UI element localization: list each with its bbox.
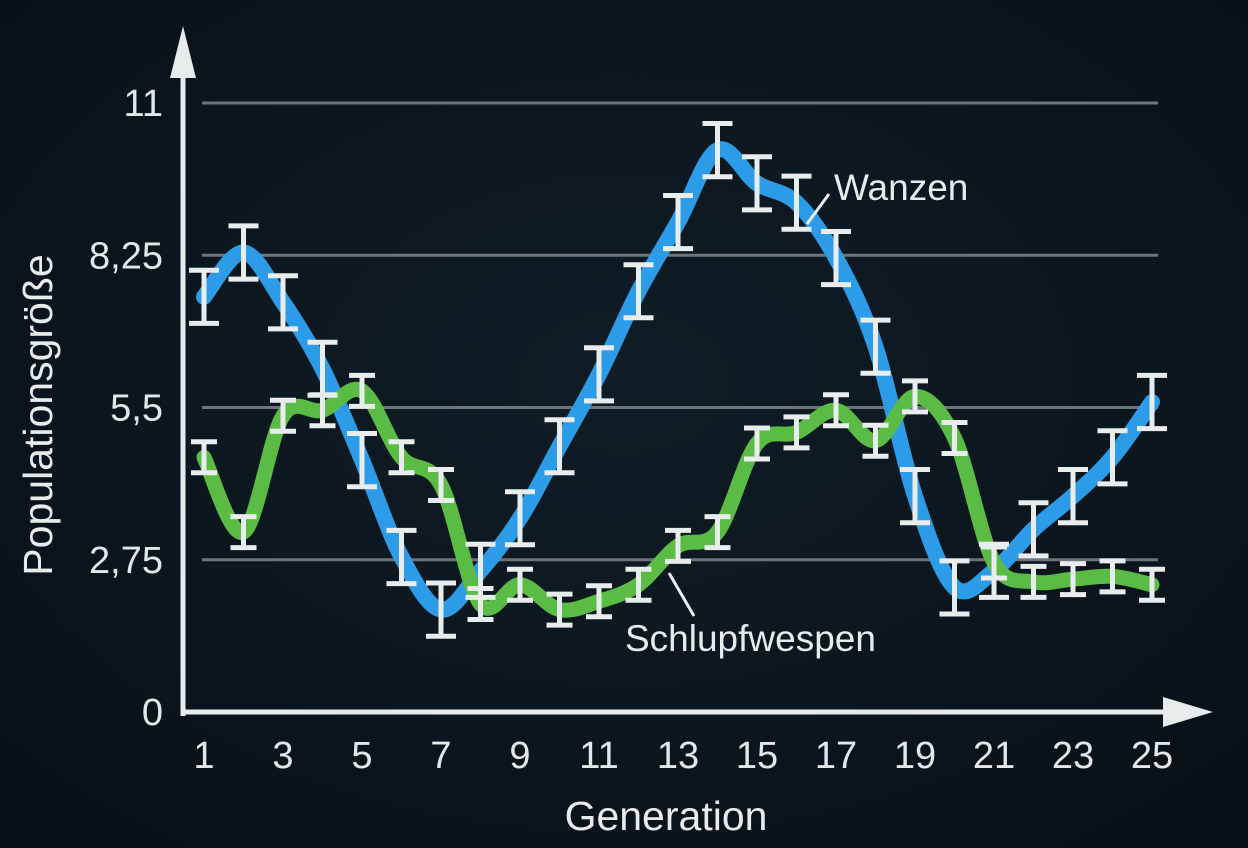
axes: [170, 26, 1213, 727]
x-tick-label-23: 23: [1052, 735, 1094, 777]
x-tick-label-11: 11: [579, 735, 618, 777]
error-bar: [1060, 561, 1086, 598]
error-bar: [546, 591, 573, 628]
error-bar: [860, 317, 891, 376]
error-bar: [505, 489, 535, 548]
error-bar: [347, 431, 377, 490]
error-bar: [1020, 563, 1047, 600]
error-bar: [544, 417, 575, 476]
error-bar: [939, 558, 970, 617]
error-bar: [663, 193, 693, 252]
x-tick-label-9: 9: [509, 735, 530, 777]
error-bar: [1058, 467, 1088, 526]
error-bar: [900, 467, 930, 526]
error-bar: [902, 378, 928, 415]
wanzen-error-bars: [189, 121, 1167, 639]
error-bar: [665, 527, 691, 564]
error-bar: [1099, 558, 1126, 595]
error-bars: [189, 121, 1167, 639]
error-bar: [189, 267, 219, 326]
y-tick-label-5,5: 5,5: [110, 388, 163, 430]
error-bar: [823, 392, 849, 429]
x-tick-label-3: 3: [272, 735, 293, 777]
error-bar: [1018, 500, 1049, 559]
x-tick-label-19: 19: [894, 735, 936, 777]
y-axis-arrowhead: [170, 26, 196, 78]
x-tick-label-13: 13: [657, 735, 699, 777]
x-tick-label-25: 25: [1131, 735, 1173, 777]
x-axis-arrowhead: [1163, 697, 1213, 727]
error-bar: [781, 173, 812, 232]
error-bar: [228, 223, 259, 282]
schlupfwespen-label: Schlupfwespen: [625, 618, 876, 659]
error-bar: [704, 514, 731, 551]
error-bar: [191, 439, 217, 476]
error-bar: [1139, 566, 1165, 603]
wanzen-label: Wanzen: [834, 167, 968, 208]
series-annotations: Wanzen Schlupfwespen: [625, 167, 968, 659]
x-tick-label-21: 21: [973, 735, 1015, 777]
error-bar: [426, 580, 456, 639]
schlupfwespen-leader-line: [667, 572, 696, 617]
error-bar: [625, 566, 652, 603]
error-bar: [1097, 428, 1128, 487]
error-bar: [349, 372, 375, 409]
error-bar: [270, 397, 296, 434]
error-bar: [981, 544, 1007, 581]
error-bar: [428, 467, 454, 503]
error-bar: [742, 154, 772, 213]
error-bar: [467, 586, 494, 622]
error-bar: [783, 414, 810, 451]
y-tick-label-2,75: 2,75: [89, 540, 163, 582]
error-bar: [586, 583, 612, 620]
error-bar: [862, 422, 889, 459]
error-bar: [623, 262, 654, 321]
error-bar: [584, 345, 614, 404]
wanzen-leader-line: [805, 193, 831, 225]
error-bar: [309, 392, 336, 429]
x-tick-label-17: 17: [815, 735, 857, 777]
y-tick-label-0: 0: [142, 692, 163, 734]
y-axis-title: Populationsgröße: [15, 254, 61, 575]
y-tick-label-8,25: 8,25: [89, 235, 163, 277]
x-tick-label-7: 7: [430, 735, 451, 777]
error-bar: [744, 425, 770, 462]
x-axis-title: Generation: [565, 793, 768, 839]
error-bar: [702, 121, 733, 180]
error-bar: [1137, 372, 1167, 432]
error-bar: [388, 439, 415, 476]
x-tick-label-15: 15: [736, 735, 778, 777]
error-bar: [507, 566, 533, 603]
error-bar: [268, 273, 298, 332]
error-bar: [821, 229, 851, 288]
y-tick-label-11: 11: [124, 83, 163, 125]
error-bar: [386, 527, 417, 587]
x-tick-label-1: 1: [193, 735, 214, 777]
x-tick-label-5: 5: [351, 735, 372, 777]
error-bar: [941, 420, 968, 456]
error-bar: [230, 514, 257, 551]
schlupfwespen-error-bars: [191, 372, 1165, 628]
